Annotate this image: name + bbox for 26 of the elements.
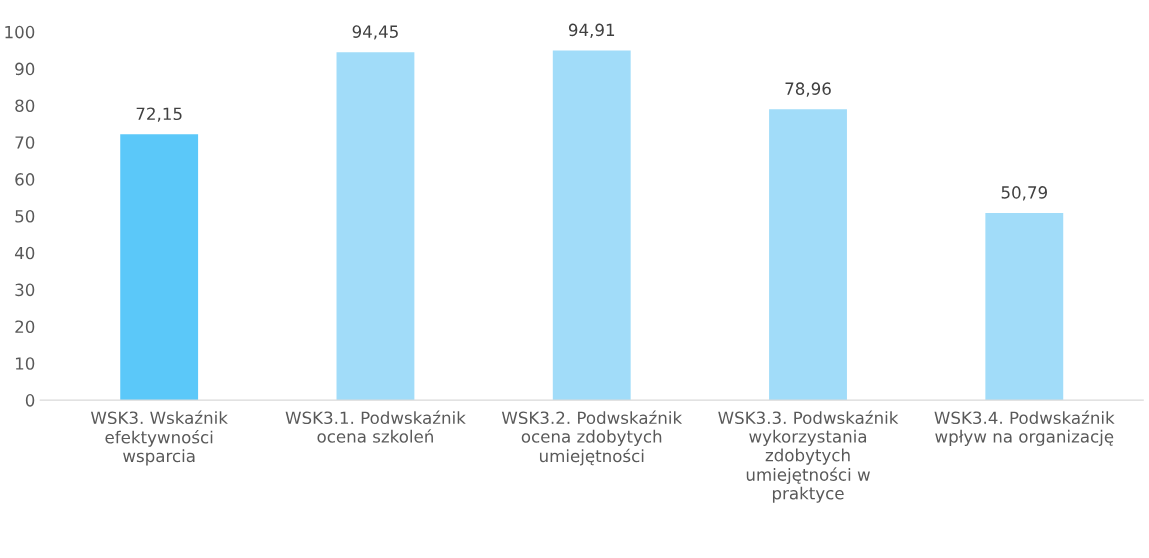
- x-tick-label: WSK3.2. Podwskaźnik ocena zdobytych umiejętności: [501, 410, 683, 466]
- bar: [336, 52, 415, 401]
- y-tick-label: 30: [15, 283, 35, 297]
- data-label: 72,15: [136, 107, 182, 122]
- y-tick-label: 90: [15, 62, 35, 76]
- y-tick-label: 20: [15, 320, 35, 333]
- data-label: 50,79: [1001, 186, 1047, 201]
- bar: [769, 109, 847, 401]
- y-tick-label: 40: [14, 246, 35, 260]
- data-label: 94,45: [352, 25, 398, 40]
- x-tick-label: WSK3.3. Podwskaźnik wykorzystania zdobytych umiejętności w praktyce: [718, 410, 899, 503]
- x-tick-label: WSK3.1. Podwskaźnik ocena szkoleń: [285, 410, 466, 443]
- y-tick-label: 60: [15, 173, 35, 186]
- bar: [552, 50, 631, 401]
- data-label: 78,96: [785, 82, 831, 97]
- y-tick-label: 50: [15, 209, 35, 223]
- y-tick-label: 80: [15, 99, 35, 113]
- bar: [985, 213, 1064, 401]
- y-tick-label: 100: [5, 25, 35, 39]
- data-label: 94,91: [568, 23, 615, 38]
- x-tick-label: WSK3. Wskaźnik efektywności wsparcia: [90, 410, 228, 466]
- x-tick-label: WSK3.4. Podwskaźnik wpływ na organizację: [934, 410, 1115, 446]
- bar: [120, 134, 199, 401]
- y-tick-label: 10: [15, 357, 35, 370]
- y-tick-label: 0: [25, 394, 35, 407]
- y-tick-label: 70: [15, 136, 35, 149]
